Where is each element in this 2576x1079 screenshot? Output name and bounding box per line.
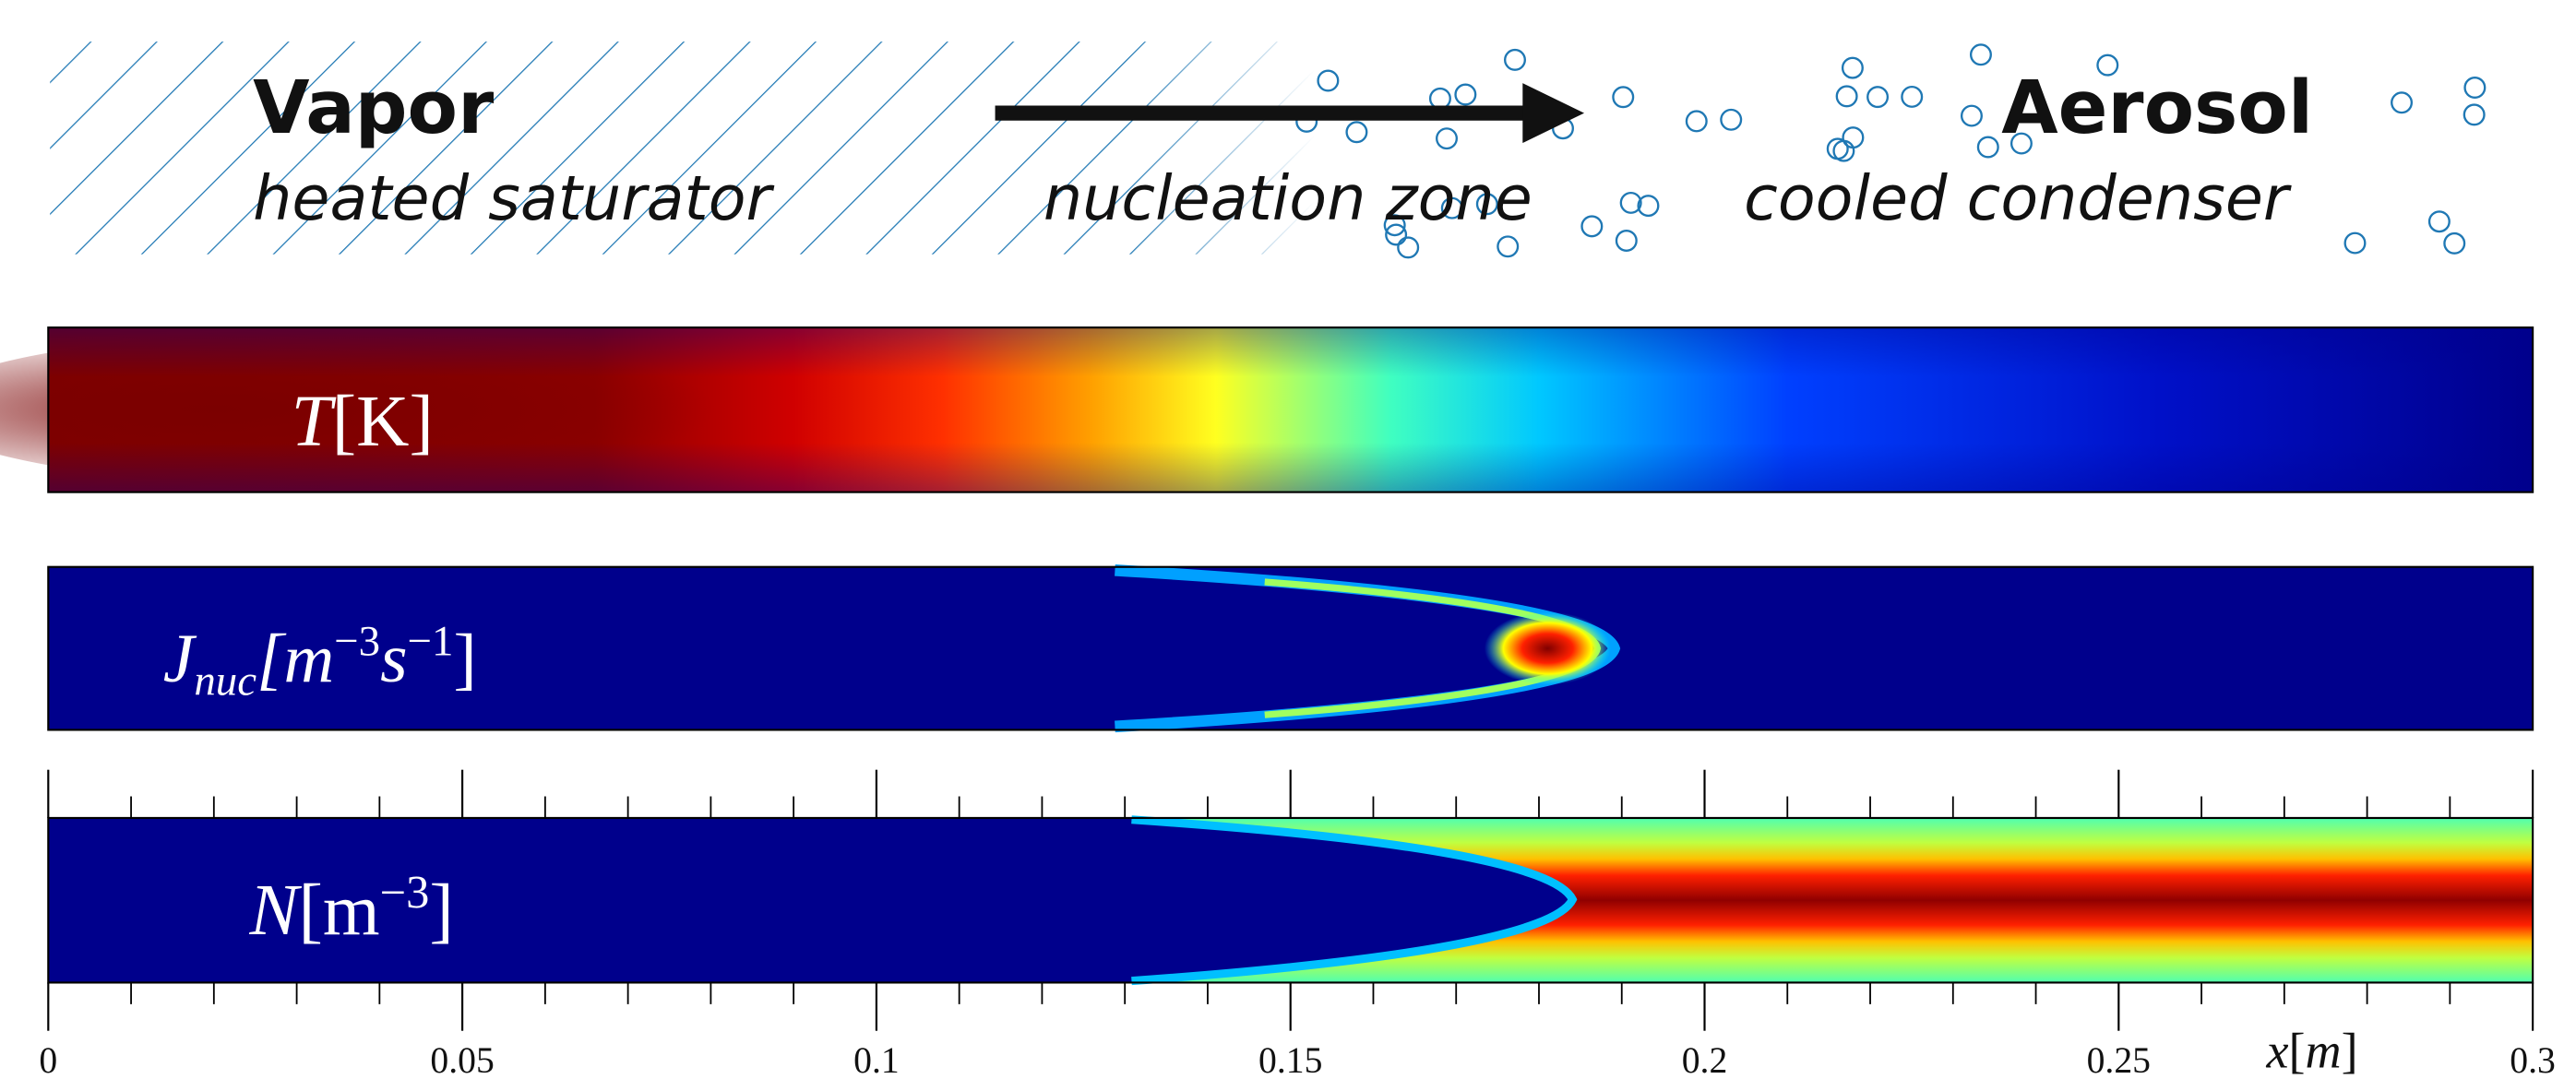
tube-header: Vapor heated saturator nucleation zone A… xyxy=(50,30,2534,264)
bubble xyxy=(1612,86,1635,109)
bubble xyxy=(1842,126,1865,149)
label-part: [ xyxy=(2289,1023,2306,1078)
bubble xyxy=(1345,121,1368,144)
nucleation-peak xyxy=(1484,611,1611,685)
arrow-head xyxy=(1522,83,1585,144)
bubble xyxy=(1454,83,1477,106)
label-part: N xyxy=(249,870,303,951)
label-part: [K] xyxy=(332,381,434,462)
x-tick-label: 0.2 xyxy=(1682,1040,1728,1079)
vapor-label: Vapor xyxy=(253,65,494,150)
x-tick-label: 0.3 xyxy=(2510,1040,2556,1079)
bubble xyxy=(2096,53,2119,77)
bubble xyxy=(1385,223,1408,246)
label-part: −1 xyxy=(408,617,454,665)
panel-label: Jnuc[m−3s−1] xyxy=(163,617,477,705)
bubble xyxy=(1969,43,1992,66)
label-part: T xyxy=(292,381,337,462)
number-panel: N[m−3] xyxy=(47,815,2534,986)
bubble xyxy=(1580,215,1604,238)
label-part: ] xyxy=(454,621,477,697)
panel-label: T[K] xyxy=(292,381,434,462)
number-front xyxy=(1131,815,1578,986)
aerosol-label: Aerosol xyxy=(2001,65,2313,150)
bubble xyxy=(1901,85,1924,108)
bubble xyxy=(1960,104,1983,127)
temperature-edge xyxy=(48,327,2534,492)
bubble xyxy=(2443,231,2466,255)
saturator-label: heated saturator xyxy=(253,162,774,234)
bubble xyxy=(1428,87,1451,110)
bubble xyxy=(1835,85,1858,108)
label-part: ] xyxy=(429,870,453,951)
x-axis-label: x[m] xyxy=(2266,1023,2358,1078)
label-part: [m xyxy=(256,621,334,697)
condenser-label: cooled condenser xyxy=(1744,162,2292,234)
nucleation-panel: Jnuc[m−3s−1] xyxy=(47,564,2534,733)
label-part: x xyxy=(2266,1023,2289,1078)
panel-label: N[m−3] xyxy=(249,866,454,951)
bubble xyxy=(1503,48,1526,71)
hatching xyxy=(50,42,1315,255)
bubble xyxy=(1475,193,1498,216)
bubble xyxy=(1720,108,1743,131)
bubble xyxy=(1826,137,1849,160)
temperature-panel: T[K] xyxy=(0,326,2534,493)
label-part: ] xyxy=(2342,1023,2358,1078)
bubble xyxy=(1976,136,1999,159)
bubble xyxy=(2463,77,2487,99)
bubble xyxy=(2010,132,2033,155)
label-part: [m xyxy=(298,870,379,951)
x-tick-label: 0.1 xyxy=(853,1040,900,1079)
bubble xyxy=(1637,195,1660,218)
bubble xyxy=(1619,191,1642,214)
label-part: −3 xyxy=(334,617,380,665)
bubble xyxy=(1866,86,1890,109)
bubble xyxy=(2391,91,2414,114)
bubble xyxy=(2427,210,2451,233)
label-part: m xyxy=(2306,1023,2342,1078)
bubble xyxy=(1383,214,1406,237)
panel-frame xyxy=(47,565,2534,731)
bubble xyxy=(1317,69,1340,92)
x-tick-label: 0.05 xyxy=(430,1040,494,1079)
bubble xyxy=(1615,230,1638,252)
bubble xyxy=(1440,196,1463,219)
x-tick-label: 0.15 xyxy=(1258,1040,1322,1079)
x-tick-label: 0.25 xyxy=(2087,1040,2151,1079)
nucleation-field xyxy=(48,566,2534,730)
label-part: J xyxy=(163,621,197,697)
bubbles xyxy=(1295,43,2487,259)
nucleation-label: nucleation zone xyxy=(1044,162,1532,234)
panel-frame xyxy=(47,326,2534,493)
bubble xyxy=(1841,56,1864,79)
bubble xyxy=(2343,231,2367,255)
x-axis: x[m] 0 0.05 0.1 0.15 0.2 0.25 0.3 xyxy=(39,769,2556,1079)
bubble xyxy=(1685,110,1708,133)
bubble xyxy=(1436,127,1458,150)
x-tick-label: 0 xyxy=(39,1040,57,1079)
label-part: −3 xyxy=(380,866,430,918)
bubble xyxy=(2463,103,2486,126)
label-part: nuc xyxy=(194,658,256,706)
label-part: s xyxy=(380,621,407,697)
